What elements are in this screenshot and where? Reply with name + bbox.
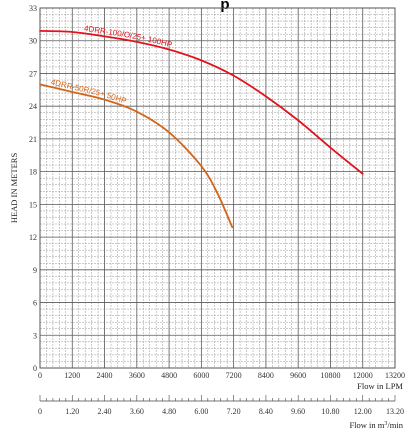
- chart-title: p: [220, 0, 229, 13]
- y-tick-label: 21: [29, 135, 37, 144]
- minor-grid: [39, 7, 396, 369]
- series-label-text-2: 4DRR-50R/25+ 50HP: [50, 77, 128, 105]
- secondary-x-axis-label: Flow in m3/min: [349, 420, 403, 430]
- x-tick-label: 4800: [161, 371, 177, 380]
- secondary-x-axis: 0 1.20 2.40 3.60 4.80 6.00 7.20 8.40 9.60 10.80 12…: [38, 395, 404, 416]
- x-tick-label: 8400: [258, 371, 274, 380]
- x-tick-label: 10800: [320, 371, 340, 380]
- secondary-x-tick-label: 2.40: [98, 407, 112, 416]
- y-tick-labels: 0 3 6 9 12 15 18 21 24 27 30 33: [29, 4, 37, 373]
- y-tick-label: 33: [29, 4, 37, 13]
- secondary-x-tick-label: 13.20: [386, 407, 404, 416]
- x2label-sup: 3: [384, 421, 387, 427]
- x-tick-label: 0: [38, 371, 42, 380]
- secondary-x-tick-label: 0: [38, 407, 42, 416]
- y-tick-label: 15: [29, 200, 37, 209]
- secondary-x-tick-label: 8.40: [259, 407, 273, 416]
- x-tick-label: 13200: [385, 371, 405, 380]
- secondary-x-tick-label: 6.00: [194, 407, 208, 416]
- y-tick-label: 27: [29, 69, 37, 78]
- y-tick-label: 9: [33, 266, 37, 275]
- y-tick-label: 0: [33, 364, 37, 373]
- x-tick-label: 9600: [290, 371, 306, 380]
- series-line-1: [39, 30, 364, 175]
- x-tick-label: 3600: [129, 371, 145, 380]
- x-tick-label: 7200: [226, 371, 242, 380]
- x-axis-label: Flow in LPM: [357, 381, 403, 391]
- x-tick-label: 1200: [64, 371, 80, 380]
- y-tick-label: 12: [29, 233, 37, 242]
- y-axis-label: HEAD IN METERS: [9, 153, 19, 224]
- y-tick-label: 30: [29, 37, 37, 46]
- y-tick-label: 24: [29, 102, 37, 111]
- x2label-base: Flow in m: [349, 420, 384, 430]
- y-tick-label: 3: [33, 331, 37, 340]
- major-grid: [39, 7, 396, 369]
- x-tick-label: 12000: [353, 371, 373, 380]
- x-tick-label: 6000: [193, 371, 209, 380]
- secondary-x-tick-label: 1.20: [65, 407, 79, 416]
- secondary-x-tick-label: 3.60: [130, 407, 144, 416]
- secondary-x-tick-label: 9.60: [291, 407, 305, 416]
- y-tick-label: 18: [29, 168, 37, 177]
- x-tick-labels: 0 1200 2400 3600 4800 6000 7200 8400 9600 10800 12…: [38, 371, 405, 380]
- series-label-2: 4DRR-50R/25+ 50HP: [50, 77, 128, 105]
- y-tick-label: 6: [33, 299, 37, 308]
- secondary-x-tick-label: 12.00: [354, 407, 372, 416]
- secondary-x-tick-label: 7.20: [227, 407, 241, 416]
- secondary-x-tick-label: 10.80: [321, 407, 339, 416]
- secondary-x-tick-label: 4.80: [162, 407, 176, 416]
- x-tick-label: 2400: [97, 371, 113, 380]
- x2label-tail: /min: [387, 420, 403, 430]
- series-line-2: [39, 83, 234, 229]
- plot-frame: [39, 7, 396, 369]
